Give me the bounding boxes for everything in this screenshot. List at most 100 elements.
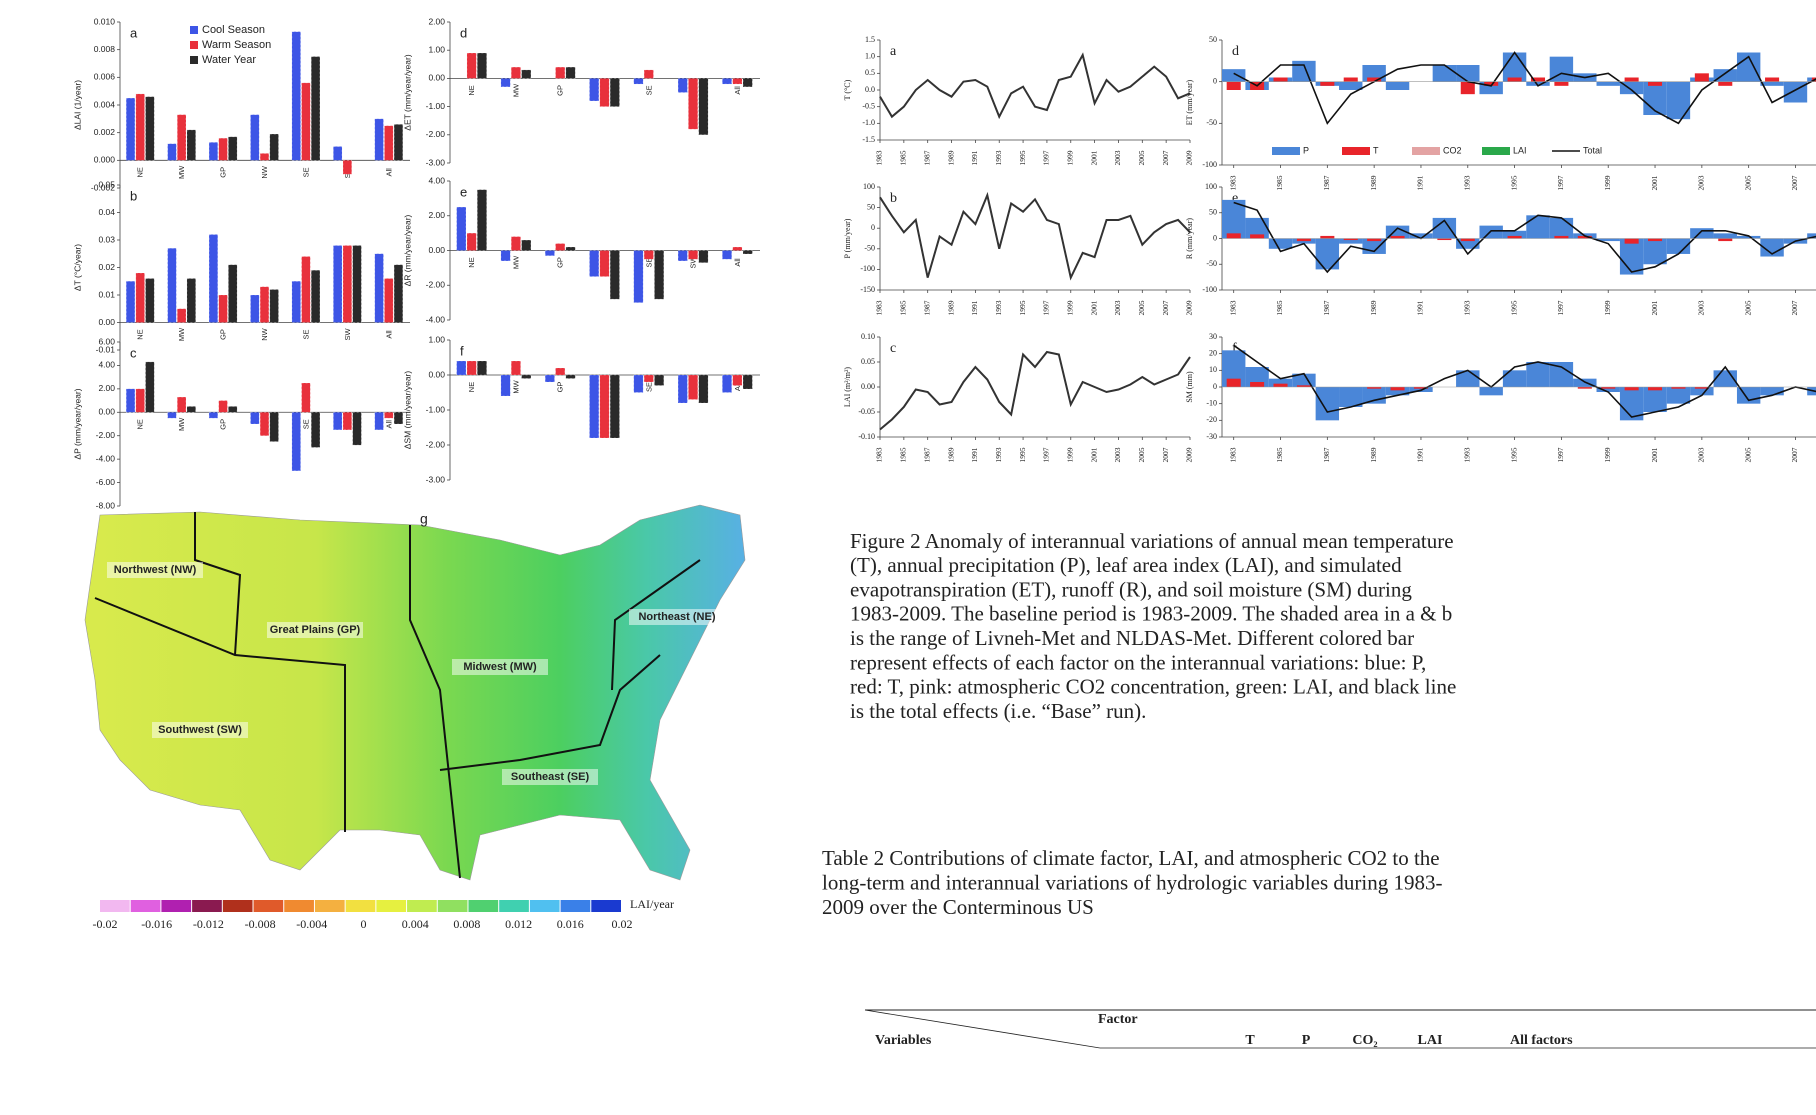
- x-tick-label: 2005: [1743, 447, 1752, 462]
- legend-swatch: [190, 56, 198, 64]
- x-tick-label: 2007: [1161, 150, 1170, 165]
- panel-label: c: [890, 341, 896, 356]
- page: -0.0020.0000.0020.0040.0060.0080.010ΔLAI…: [0, 0, 1816, 1115]
- legend-swatch: [1272, 147, 1300, 155]
- bar: [187, 279, 196, 323]
- y-tick-label: 0.00: [98, 407, 115, 417]
- bar: [228, 265, 237, 323]
- y-axis-label: ΔSM (mm/year/year): [402, 371, 412, 450]
- x-tick-label: 2005: [1137, 447, 1146, 462]
- colorbar-cell: [591, 900, 621, 912]
- y-tick-label: -1.00: [426, 404, 446, 414]
- category-label: MW: [511, 83, 520, 97]
- category-label: NW: [260, 327, 269, 340]
- colorbar-tick-label: 0.016: [557, 917, 584, 931]
- x-tick-label: 1991: [1416, 175, 1425, 190]
- bar: [1320, 236, 1334, 239]
- category-label: GP: [219, 329, 228, 340]
- x-tick-label: 2007: [1161, 300, 1170, 315]
- x-tick-label: 1989: [1369, 447, 1378, 462]
- x-tick-label: 1995: [1018, 447, 1027, 462]
- x-tick-label: 2003: [1113, 150, 1122, 165]
- bar: [343, 160, 352, 174]
- bar: [1625, 387, 1639, 390]
- colorbar-tick-label: -0.012: [193, 917, 224, 931]
- x-tick-label: 1997: [1042, 150, 1051, 165]
- category-label: GP: [556, 382, 565, 393]
- bar: [501, 78, 510, 86]
- bar: [1760, 387, 1783, 395]
- x-tick-label: 1989: [1369, 175, 1378, 190]
- category-label: NE: [467, 257, 476, 267]
- table-header: CO₂: [1352, 1033, 1377, 1048]
- bar: [1643, 387, 1666, 412]
- y-tick-label: 0.02: [98, 262, 115, 272]
- bar: [699, 375, 708, 403]
- region-label: Great Plains (GP): [270, 624, 361, 636]
- y-tick-label: -4.00: [426, 314, 446, 324]
- legend-label: CO2: [1443, 145, 1462, 155]
- us-map: [85, 505, 745, 880]
- y-tick-label: -0.5: [862, 101, 875, 110]
- y-tick-label: 1.0: [865, 51, 875, 60]
- bar: [302, 383, 311, 412]
- x-tick-label: 1987: [1322, 175, 1331, 190]
- y-tick-label: 0.03: [98, 234, 115, 244]
- y-tick-label: -50: [1206, 259, 1217, 268]
- bar: [477, 190, 486, 251]
- x-tick-label: 2003: [1697, 300, 1706, 315]
- x-tick-label: 2001: [1089, 300, 1098, 315]
- panel-label: e: [460, 184, 467, 199]
- bar: [1503, 370, 1526, 387]
- bar: [1508, 236, 1522, 239]
- bar: [1227, 233, 1241, 238]
- colorbar-unit: LAI/year: [630, 897, 674, 911]
- x-tick-label: 1983: [1228, 447, 1237, 462]
- bar: [1320, 82, 1334, 86]
- bar: [545, 375, 554, 382]
- y-tick-label: 30: [1209, 332, 1217, 341]
- bar: [1526, 362, 1549, 387]
- y-tick-label: 0.004: [94, 99, 116, 109]
- x-tick-label: 1993: [1462, 447, 1471, 462]
- x-tick-label: 1983: [1228, 175, 1237, 190]
- panel-label: f: [460, 343, 464, 358]
- category-label: SE: [644, 85, 653, 95]
- bar: [1367, 239, 1381, 242]
- bar: [146, 362, 155, 412]
- category-label: NE: [136, 329, 145, 339]
- category-label: SE: [644, 382, 653, 392]
- y-tick-label: 0: [1213, 233, 1217, 242]
- y-tick-label: 0: [871, 223, 875, 232]
- bar: [177, 309, 186, 323]
- bar: [545, 251, 554, 256]
- bar: [1250, 382, 1264, 387]
- x-tick-label: 1997: [1556, 175, 1565, 190]
- bar: [251, 412, 260, 424]
- bar: [678, 375, 687, 403]
- category-label: SE: [301, 419, 310, 429]
- bar: [600, 251, 609, 277]
- x-tick-label: 1997: [1042, 300, 1051, 315]
- bar: [187, 130, 196, 160]
- category-label: NW: [260, 165, 269, 178]
- category-label: NE: [136, 167, 145, 177]
- table-header: LAI: [1418, 1033, 1443, 1048]
- colorbar-tick-label: -0.016: [141, 917, 172, 931]
- bar: [522, 70, 531, 78]
- category-label: MW: [177, 327, 186, 341]
- y-axis-label: ΔLAI (1/year): [72, 80, 82, 130]
- category-label: MW: [177, 417, 186, 431]
- bar: [1386, 82, 1409, 90]
- x-tick-label: 1995: [1018, 300, 1027, 315]
- bar: [375, 119, 384, 161]
- bar: [566, 375, 575, 379]
- y-tick-label: 0: [1213, 76, 1217, 85]
- caption-line: red: T, pink: atmospheric CO2 concentrat…: [850, 675, 1456, 699]
- x-tick-label: 1983: [875, 150, 884, 165]
- category-label: SE: [301, 329, 310, 339]
- colorbar-cell: [192, 900, 222, 912]
- bar: [733, 375, 742, 386]
- bar: [1269, 239, 1292, 249]
- bar: [1765, 78, 1779, 82]
